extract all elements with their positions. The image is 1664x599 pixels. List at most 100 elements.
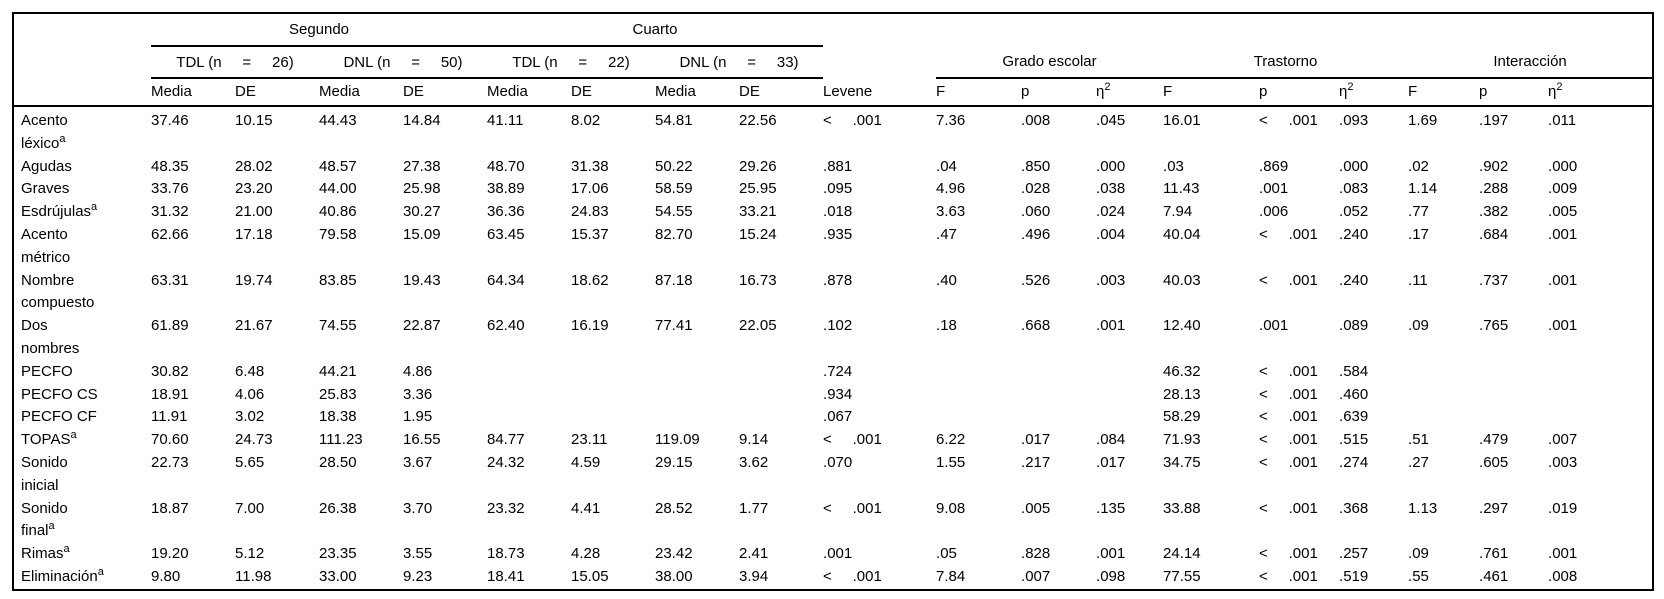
data-cell: 28.50 xyxy=(319,453,357,471)
data-cell: .761 xyxy=(1479,545,1509,563)
data-cell: 3.36 xyxy=(403,385,433,403)
data-cell: 44.00 xyxy=(319,180,357,198)
data-cell xyxy=(571,361,655,384)
data-cell xyxy=(487,384,571,407)
data-cell xyxy=(487,361,571,384)
data-cell xyxy=(655,384,739,407)
row-label-line: Rimasa xyxy=(21,543,70,563)
row-label-line: finala xyxy=(21,520,55,540)
data-cell: 1.77 xyxy=(739,499,769,517)
data-cell: 4.28 xyxy=(571,545,601,563)
row-label: PECFO CF xyxy=(13,406,151,429)
header-gap xyxy=(823,13,1653,46)
data-cell: 25.83 xyxy=(319,385,357,403)
data-cell: .038 xyxy=(1096,180,1126,198)
column-header: Media xyxy=(319,78,403,107)
row-label-line: Acento xyxy=(21,225,68,243)
column-header: DE xyxy=(571,78,655,107)
data-cell: 48.35 xyxy=(151,157,189,175)
data-cell: 4.41 xyxy=(571,499,601,517)
data-cell: 30.82 xyxy=(151,362,189,380)
data-cell: 58.29 xyxy=(1163,408,1201,426)
row-label-line: Dos xyxy=(21,317,48,335)
data-cell: 18.73 xyxy=(487,545,525,563)
data-cell: < .001 xyxy=(1259,545,1318,563)
data-cell: 3.67 xyxy=(403,453,433,471)
data-cell: < .001 xyxy=(1259,499,1318,517)
data-cell: .009 xyxy=(1548,180,1578,198)
data-cell: .001 xyxy=(1096,545,1126,563)
data-cell: 58.59 xyxy=(655,180,693,198)
header-gap xyxy=(13,46,151,78)
data-cell: 7.94 xyxy=(1163,203,1193,221)
data-cell: < .001 xyxy=(1259,112,1318,129)
table-row: Graves 33.76 23.20 44.00 25.98 38.89 17.06 58.5… xyxy=(13,178,1653,201)
column-header: η2 xyxy=(1096,78,1164,107)
data-cell: 64.34 xyxy=(487,271,525,289)
data-cell: 22.56 xyxy=(739,112,777,129)
data-cell: .067 xyxy=(823,408,853,426)
row-label-line: PECFO CF xyxy=(21,408,97,426)
spanner-cuarto: Cuarto xyxy=(487,13,824,47)
data-cell: .737 xyxy=(1479,271,1509,289)
data-cell: .240 xyxy=(1339,225,1369,243)
data-cell: < .001 xyxy=(823,431,882,449)
header-gap xyxy=(823,46,936,78)
data-cell: .001 xyxy=(1259,317,1289,335)
data-cell: .04 xyxy=(936,157,957,175)
data-cell: 22.87 xyxy=(403,317,441,335)
data-cell: 23.35 xyxy=(319,545,357,563)
table-row: PECFO 30.82 6.48 44.21 4.86 .724 46.32 < .001 .5… xyxy=(13,361,1653,384)
data-cell xyxy=(1096,406,1163,429)
row-label: PECFO xyxy=(13,361,151,384)
row-label-line: léxicoa xyxy=(21,132,66,152)
data-cell: 24.14 xyxy=(1163,545,1201,563)
data-cell xyxy=(655,406,739,429)
data-cell: 4.06 xyxy=(235,385,265,403)
data-cell: .001 xyxy=(1548,545,1578,563)
column-header: DE xyxy=(403,78,487,107)
data-cell: 54.55 xyxy=(655,203,693,221)
data-cell: .003 xyxy=(1548,453,1578,471)
data-cell: .461 xyxy=(1479,567,1509,585)
data-cell: .098 xyxy=(1096,567,1126,585)
data-cell: .102 xyxy=(823,317,853,335)
row-label: TOPASa xyxy=(13,429,151,452)
data-cell: .000 xyxy=(1339,157,1369,175)
data-cell: .083 xyxy=(1339,180,1369,198)
data-cell: < .001 xyxy=(823,499,882,517)
column-header: Media xyxy=(151,78,235,107)
row-label-line: métrico xyxy=(21,248,71,266)
data-cell: 28.02 xyxy=(235,157,273,175)
data-cell: 38.00 xyxy=(655,567,693,585)
table-row: Esdrújulasa 31.32 21.00 40.86 30.27 36.36 24.8… xyxy=(13,201,1653,224)
data-cell: .765 xyxy=(1479,317,1509,335)
data-cell: < .001 xyxy=(1259,408,1318,426)
row-label: Sonido inicial xyxy=(13,452,151,498)
column-header: DE xyxy=(235,78,319,107)
data-cell: .288 xyxy=(1479,180,1509,198)
data-cell: 54.81 xyxy=(655,112,693,129)
data-cell: 4.59 xyxy=(571,453,601,471)
data-cell: 4.86 xyxy=(403,362,433,380)
data-cell: 11.43 xyxy=(1163,180,1200,198)
data-cell: .902 xyxy=(1479,157,1509,175)
anova-descriptives-table: Segundo Cuarto TDL (n = 26) DNL (n = 50)… xyxy=(12,12,1655,591)
row-label-line: compuesto xyxy=(21,294,95,312)
data-cell: 7.00 xyxy=(235,499,265,517)
data-cell: < .001 xyxy=(823,112,882,129)
data-cell: 3.63 xyxy=(936,203,966,221)
data-cell xyxy=(1479,361,1548,384)
data-cell: .084 xyxy=(1096,431,1126,449)
spanner-dnl-cuarto: DNL (n = 33) xyxy=(655,46,824,79)
data-cell: .05 xyxy=(936,545,957,563)
header-gap xyxy=(13,13,151,46)
spanner-dnl-segundo: DNL (n = 50) xyxy=(319,46,487,79)
row-label-line: Eliminacióna xyxy=(21,565,104,585)
data-cell: 119.09 xyxy=(655,431,700,449)
data-cell: 7.84 xyxy=(936,567,966,585)
data-cell: .095 xyxy=(823,180,853,198)
footnote-marker: a xyxy=(70,429,77,442)
data-cell: .684 xyxy=(1479,225,1509,243)
data-cell: .006 xyxy=(1259,203,1289,221)
